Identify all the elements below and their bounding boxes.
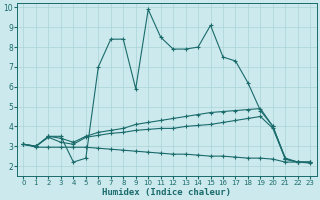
X-axis label: Humidex (Indice chaleur): Humidex (Indice chaleur) [102, 188, 231, 197]
